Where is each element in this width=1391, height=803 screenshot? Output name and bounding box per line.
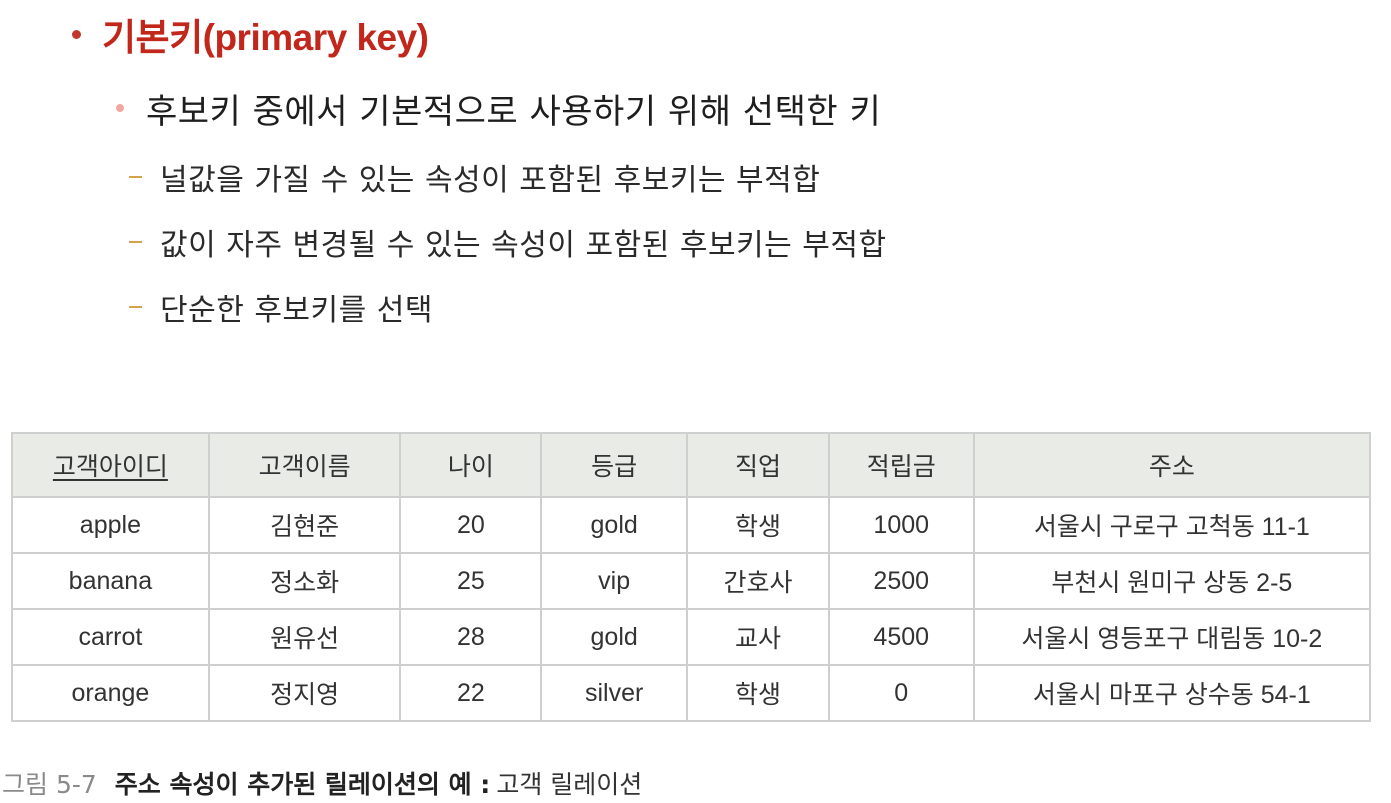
table-cell: 부천시 원미구 상동 2-5: [972, 552, 1372, 610]
table-cell: 학생: [686, 664, 830, 722]
figure-subtitle: 고객 릴레이션: [496, 770, 643, 799]
table-cell: banana: [11, 552, 210, 610]
table-cell: 0: [827, 664, 975, 722]
criteria-text: 단순한 후보키를 선택: [160, 293, 433, 328]
table-row: apple 김현준 20 gold 학생 1000 서울시 구로구 고척동 11…: [11, 496, 1372, 554]
figure-number: 그림 5-7: [2, 770, 97, 799]
definition-text: 후보키 중에서 기본적으로 사용하기 위해 선택한 키: [146, 91, 882, 132]
table-cell: 원유선: [207, 608, 402, 666]
definition-bullet: 후보키 중에서 기본적으로 사용하기 위해 선택한 키: [116, 84, 881, 132]
criteria-text: 값이 자주 변경될 수 있는 속성이 포함된 후보키는 부적합: [160, 228, 887, 263]
heading-primary-key: 기본키(primary key): [72, 8, 429, 60]
table-cell: 간호사: [686, 552, 830, 610]
column-header-job: 직업: [686, 432, 830, 498]
table-cell: silver: [540, 664, 689, 722]
table-cell: 25: [399, 552, 543, 610]
dash-bullet-icon: [129, 176, 142, 178]
table-cell: 22: [399, 664, 543, 722]
table-row: banana 정소화 25 vip 간호사 2500 부천시 원미구 상동 2-…: [11, 552, 1372, 610]
table-cell: carrot: [11, 608, 210, 666]
dash-bullet-icon: [129, 306, 142, 308]
table-cell: 학생: [686, 496, 830, 554]
heading-text: 기본키(primary key): [102, 17, 429, 58]
bullet-dot-icon: [116, 104, 124, 112]
table-cell: gold: [540, 496, 689, 554]
table-cell: 28: [399, 608, 543, 666]
column-header-customer-id: 고객아이디: [11, 432, 210, 498]
table-cell: 교사: [686, 608, 830, 666]
table-cell: orange: [11, 664, 210, 722]
column-header-customer-name: 고객이름: [207, 432, 402, 498]
column-header-grade: 등급: [540, 432, 689, 498]
criteria-item: 단순한 후보키를 선택: [129, 285, 433, 329]
table-cell: 서울시 구로구 고척동 11-1: [972, 496, 1372, 554]
table-header-row: 고객아이디 고객이름 나이 등급 직업 적립금 주소: [11, 432, 1372, 498]
table-cell: 정소화: [207, 552, 402, 610]
primary-key-label: 고객아이디: [52, 453, 168, 481]
column-header-points: 적립금: [827, 432, 975, 498]
bullet-dot-icon: [72, 29, 81, 39]
table-row: orange 정지영 22 silver 학생 0 서울시 마포구 상수동 54…: [11, 664, 1372, 722]
table-cell: 서울시 마포구 상수동 54-1: [972, 664, 1372, 722]
criteria-item: 널값을 가질 수 있는 속성이 포함된 후보키는 부적합: [129, 155, 820, 199]
table-cell: 2500: [827, 552, 975, 610]
table-cell: 1000: [827, 496, 975, 554]
column-header-age: 나이: [399, 432, 543, 498]
table-cell: vip: [540, 552, 689, 610]
table-cell: 서울시 영등포구 대림동 10-2: [972, 608, 1372, 666]
figure-title: 주소 속성이 추가된 릴레이션의 예 :: [114, 770, 491, 799]
table-cell: gold: [540, 608, 689, 666]
table-cell: 4500: [827, 608, 975, 666]
customer-relation-table: 고객아이디 고객이름 나이 등급 직업 적립금 주소 apple 김현준 20 …: [11, 432, 1372, 722]
table-row: carrot 원유선 28 gold 교사 4500 서울시 영등포구 대림동 …: [11, 608, 1372, 666]
table-cell: 정지영: [207, 664, 402, 722]
table-cell: apple: [11, 496, 210, 554]
dash-bullet-icon: [129, 241, 142, 243]
table-cell: 김현준: [207, 496, 402, 554]
figure-caption: 그림 5-7 주소 속성이 추가된 릴레이션의 예 : 고객 릴레이션: [2, 766, 642, 800]
criteria-text: 널값을 가질 수 있는 속성이 포함된 후보키는 부적합: [160, 163, 821, 198]
table-cell: 20: [399, 496, 543, 554]
criteria-item: 값이 자주 변경될 수 있는 속성이 포함된 후보키는 부적합: [129, 220, 887, 264]
column-header-address: 주소: [972, 432, 1372, 498]
